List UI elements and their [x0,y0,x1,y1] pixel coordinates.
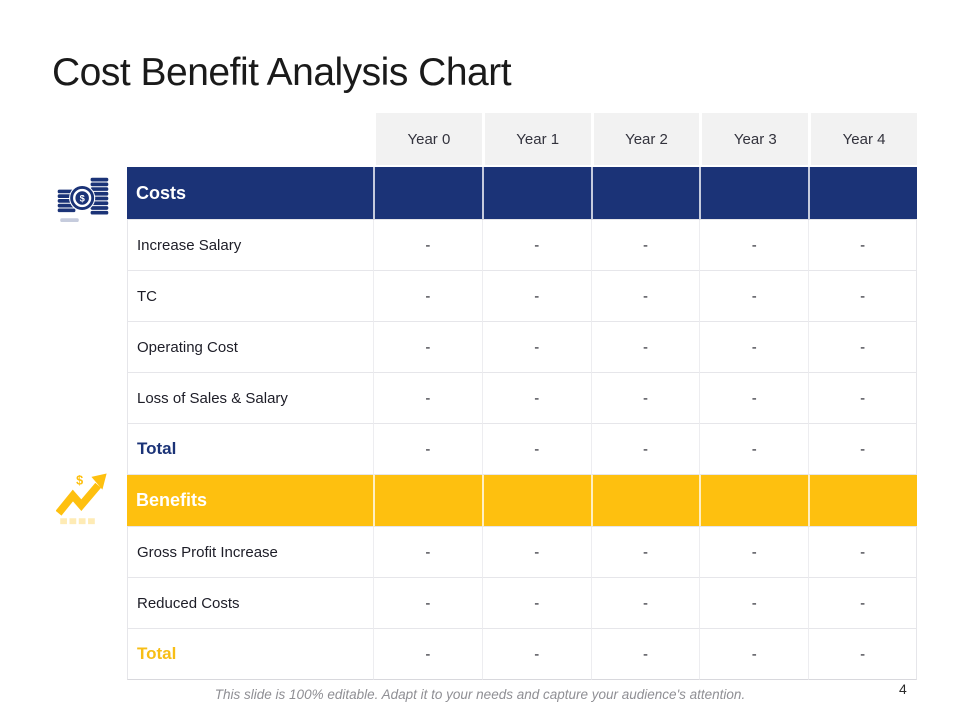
cell-value: - [808,271,917,322]
cell-value: - [808,424,917,475]
cell-value: - [699,220,809,271]
cell-value: - [699,527,809,578]
col-header-year-1: Year 1 [481,113,591,167]
cell-value: - [373,424,482,475]
row-label: Total [127,424,373,475]
section-cell [699,475,809,527]
cell-value: - [590,424,700,475]
cell-value: - [590,322,700,373]
section-label: Costs [136,182,187,203]
cell-value: - [699,271,809,322]
cell-value: - [808,578,917,629]
col-header-year-2: Year 2 [590,113,700,167]
section-cell [373,475,482,527]
cell-value: - [808,629,917,680]
cell-value: - [373,527,482,578]
growth-chart-dollar-icon-svg: $ [55,474,107,525]
cell-value: - [590,271,700,322]
row-label: Increase Salary [127,220,373,271]
col-header-year-0: Year 0 [373,113,482,167]
cell-value: - [590,629,700,680]
cell-value: - [699,629,809,680]
cell-value: - [481,220,591,271]
section-cell [699,167,809,220]
cell-value: - [373,271,482,322]
cell-value: - [699,322,809,373]
cell-value: - [373,629,482,680]
section-cell [590,475,700,527]
cell-value: - [373,322,482,373]
cell-value: - [481,527,591,578]
cell-value: - [481,578,591,629]
row-label: Operating Cost [127,322,373,373]
cell-value: - [808,527,917,578]
section-cell [808,475,917,527]
coins-dollar-icon: $ [56,170,110,226]
cell-value: - [808,220,917,271]
cell-value: - [481,424,591,475]
cell-value: - [808,373,917,424]
section-cell [808,167,917,220]
section-label: Benefits [136,490,208,510]
cell-value: - [373,220,482,271]
cell-value: - [699,373,809,424]
cell-value: - [808,322,917,373]
section-header-benefits: Benefits [127,475,373,527]
svg-text:$: $ [80,193,86,203]
col-header-year-4: Year 4 [808,113,917,167]
row-label: TC [127,271,373,322]
section-cell [481,167,591,220]
svg-text:$: $ [76,474,83,488]
section-cell [373,167,482,220]
cell-value: - [699,578,809,629]
cell-value: - [590,220,700,271]
cell-value: - [481,322,591,373]
section-cell [590,167,700,220]
col-header-year-3: Year 3 [699,113,809,167]
cell-value: - [373,373,482,424]
cell-value: - [699,424,809,475]
cell-value: - [590,373,700,424]
page-number: 4 [899,681,907,697]
row-label: Reduced Costs [127,578,373,629]
table-corner [127,113,373,167]
row-label: Total [127,629,373,680]
cell-value: - [590,527,700,578]
section-header-costs: Costs [127,167,373,220]
section-cell [481,475,591,527]
page-title: Cost Benefit Analysis Chart [52,51,512,95]
cell-value: - [481,373,591,424]
cba-table: Year 0 Year 1 Year 2 Year 3 Year 4 Costs Incre… [127,113,917,680]
row-label: Gross Profit Increase [127,527,373,578]
cell-value: - [373,578,482,629]
cell-value: - [590,578,700,629]
coins-dollar-icon-svg: $ [57,177,109,223]
footer-note: This slide is 100% editable. Adapt it to… [214,687,746,702]
growth-chart-dollar-icon: $ [55,470,110,526]
cell-value: - [481,271,591,322]
row-label: Loss of Sales & Salary [127,373,373,424]
cell-value: - [481,629,591,680]
